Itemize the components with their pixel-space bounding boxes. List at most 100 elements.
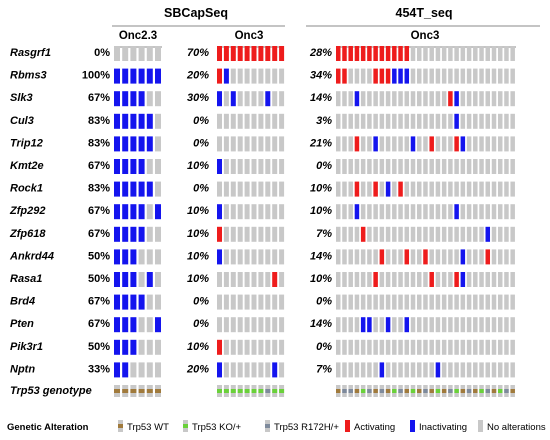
sample-cell	[429, 204, 434, 220]
sample-cell	[379, 294, 385, 310]
gene-label: Nptn	[10, 363, 35, 375]
sample-cell	[114, 362, 120, 378]
sample-cell	[251, 249, 257, 265]
percent-label: 10%	[187, 205, 209, 217]
sample-cell	[379, 91, 385, 107]
genotype-label: Trp53 genotype	[10, 385, 92, 397]
sample-cell	[279, 294, 285, 310]
sample-cell	[429, 249, 434, 265]
percent-label: 28%	[309, 47, 332, 59]
sample-cell	[491, 249, 497, 265]
sample-cell	[217, 159, 222, 174]
sample-cell	[373, 272, 378, 287]
sample-cell	[479, 159, 484, 174]
sample-cell	[272, 46, 278, 61]
sample-cell	[279, 68, 285, 84]
sample-cell	[448, 204, 453, 220]
sample-cell	[392, 91, 397, 107]
sample-cell	[244, 317, 250, 333]
sample-cell	[223, 249, 229, 265]
sample-cell	[404, 362, 410, 378]
sample-cell	[454, 339, 459, 355]
sample-cell	[429, 362, 434, 378]
sample-cell	[360, 339, 366, 355]
gene-label: Rasgrf1	[10, 47, 51, 59]
sample-cell	[348, 204, 353, 220]
sample-cell	[130, 68, 137, 84]
sample-cell	[265, 272, 271, 287]
percent-label: 0%	[94, 47, 110, 59]
sample-cell	[251, 91, 257, 107]
sample-cell	[392, 136, 397, 152]
sample-cell	[138, 204, 145, 220]
sample-cell	[367, 113, 372, 129]
sample-cell	[429, 181, 434, 197]
sample-cell	[416, 272, 422, 287]
sample-cell	[479, 249, 484, 265]
sample-cell	[122, 317, 129, 333]
sample-cell	[466, 46, 472, 61]
sample-cell	[398, 159, 403, 174]
sample-cell	[138, 249, 145, 265]
sample-cell	[473, 339, 478, 355]
sample-cell	[155, 136, 161, 152]
sample-cell	[491, 362, 497, 378]
sample-cell	[146, 317, 153, 333]
genotype-marker	[385, 389, 391, 393]
sample-cell	[416, 204, 422, 220]
sample-cell	[416, 249, 422, 265]
genotype-marker	[429, 389, 434, 393]
genotype-marker	[392, 389, 397, 393]
sample-cell	[342, 204, 347, 220]
sample-cell	[473, 204, 478, 220]
sample-cell	[360, 362, 366, 378]
sample-cell	[360, 136, 366, 152]
sample-cell	[448, 317, 453, 333]
sample-cell	[491, 68, 497, 84]
genotype-marker	[223, 389, 229, 393]
sample-cell	[423, 136, 428, 152]
sample-cell	[379, 136, 385, 152]
sample-cell	[423, 91, 428, 107]
percent-label: 10%	[310, 205, 332, 217]
percent-label: 10%	[310, 273, 332, 285]
sample-cell	[485, 46, 491, 61]
percent-label: 30%	[187, 92, 209, 104]
sample-cell	[479, 204, 484, 220]
sample-cell	[460, 113, 466, 129]
sample-cell	[479, 294, 484, 310]
sample-cell	[272, 362, 278, 378]
sample-cell	[479, 272, 484, 287]
sample-cell	[416, 362, 422, 378]
sample-cell	[466, 339, 472, 355]
sample-cell	[485, 136, 491, 152]
sample-cell	[460, 136, 466, 152]
sample-cell	[336, 249, 341, 265]
sample-cell	[410, 226, 416, 242]
gene-label: Brd4	[10, 296, 35, 308]
sample-cell	[354, 339, 360, 355]
sample-cell	[367, 46, 372, 61]
sample-cell	[410, 339, 416, 355]
sample-cell	[423, 226, 428, 242]
sample-cell	[130, 159, 137, 174]
sample-cell	[510, 204, 515, 220]
sample-cell	[223, 136, 229, 152]
sample-cell	[497, 249, 503, 265]
sample-cell	[244, 46, 250, 61]
sample-cell	[138, 113, 145, 129]
sample-cell	[138, 46, 145, 61]
sample-cell	[138, 272, 145, 287]
sample-cell	[479, 91, 484, 107]
genotype-marker	[114, 389, 120, 393]
sample-cell	[510, 136, 515, 152]
sample-cell	[491, 159, 497, 174]
sample-cell	[244, 272, 250, 287]
sample-cell	[423, 339, 428, 355]
sample-cell	[217, 339, 222, 355]
genotype-marker	[497, 389, 503, 393]
sample-cell	[348, 272, 353, 287]
sample-cell	[454, 204, 459, 220]
sample-cell	[342, 317, 347, 333]
sample-cell	[146, 136, 153, 152]
